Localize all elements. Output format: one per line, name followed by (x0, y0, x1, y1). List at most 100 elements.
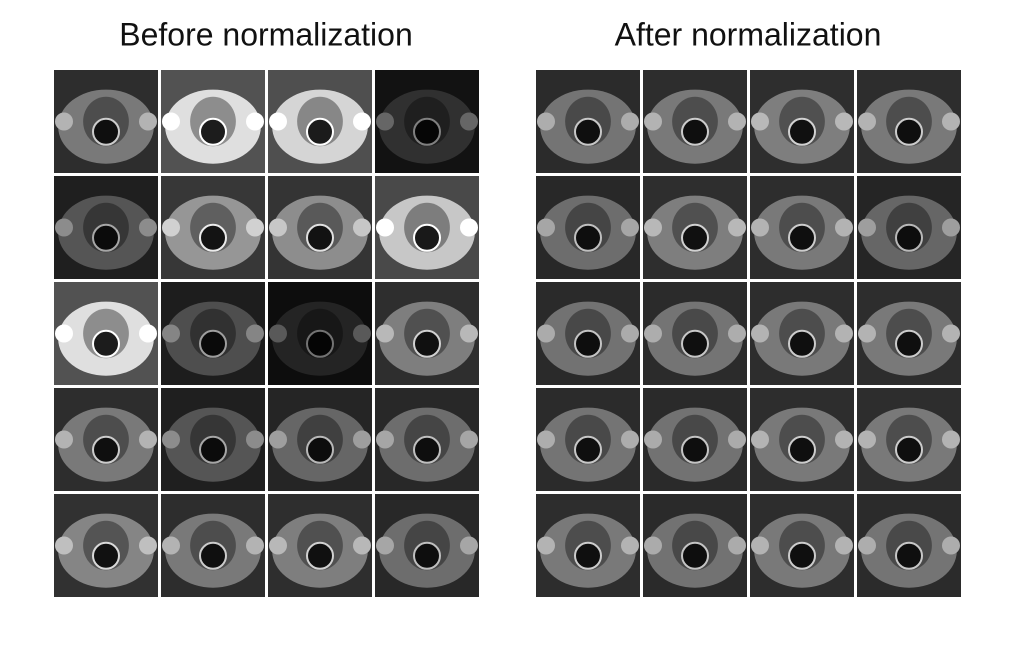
slice-organ (895, 223, 923, 252)
mri-slice (375, 282, 479, 385)
slice-organ (574, 541, 602, 570)
slice-organ (574, 329, 602, 358)
mri-slice (54, 282, 158, 385)
slice-organ (413, 541, 441, 570)
slice-femur (162, 430, 180, 449)
mri-slice (857, 70, 961, 173)
slice-femur (353, 112, 371, 131)
slice-femur (269, 324, 287, 343)
slice-femur (376, 430, 394, 449)
slice-organ (413, 329, 441, 358)
mri-slice (750, 388, 854, 491)
mri-slice (857, 282, 961, 385)
slice-femur (55, 218, 73, 237)
slice-femur (269, 218, 287, 237)
slice-organ (92, 223, 120, 252)
mri-slice (750, 70, 854, 173)
slice-femur (858, 112, 876, 131)
slice-organ (199, 329, 227, 358)
mri-slice (536, 282, 640, 385)
slice-organ (199, 117, 227, 146)
slice-organ (92, 435, 120, 464)
mri-slice (268, 494, 372, 597)
slice-femur (55, 536, 73, 555)
mri-slice (375, 494, 479, 597)
slice-organ (413, 117, 441, 146)
slice-femur (55, 324, 73, 343)
slice-femur (621, 430, 639, 449)
slice-femur (621, 536, 639, 555)
slice-femur (644, 218, 662, 237)
slice-femur (269, 112, 287, 131)
slice-femur (55, 112, 73, 131)
slice-organ (199, 435, 227, 464)
slice-organ (788, 223, 816, 252)
slice-organ (895, 541, 923, 570)
slice-femur (246, 218, 264, 237)
slice-femur (751, 218, 769, 237)
slice-organ (681, 329, 709, 358)
slice-femur (858, 536, 876, 555)
mri-slice (375, 388, 479, 491)
slice-femur (537, 430, 555, 449)
slice-organ (306, 329, 334, 358)
slice-femur (858, 324, 876, 343)
slice-femur (139, 112, 157, 131)
mri-slice (54, 494, 158, 597)
slice-femur (942, 218, 960, 237)
slice-femur (728, 112, 746, 131)
slice-organ (92, 541, 120, 570)
slice-femur (55, 430, 73, 449)
mri-slice (268, 282, 372, 385)
slice-femur (376, 218, 394, 237)
slice-femur (460, 324, 478, 343)
slice-femur (269, 430, 287, 449)
slice-organ (788, 541, 816, 570)
mri-slice (536, 176, 640, 279)
mri-slice (161, 494, 265, 597)
slice-femur (460, 536, 478, 555)
slice-organ (574, 117, 602, 146)
mri-slice (375, 70, 479, 173)
mri-slice (857, 388, 961, 491)
mri-slice (536, 388, 640, 491)
slice-femur (835, 536, 853, 555)
mri-slice (268, 176, 372, 279)
slice-organ (574, 435, 602, 464)
slice-organ (306, 223, 334, 252)
slice-femur (835, 112, 853, 131)
slice-organ (92, 329, 120, 358)
slice-femur (376, 324, 394, 343)
mri-slice (54, 388, 158, 491)
slice-femur (751, 430, 769, 449)
slice-femur (644, 536, 662, 555)
slice-femur (537, 324, 555, 343)
slice-femur (537, 536, 555, 555)
mri-slice (643, 176, 747, 279)
image-grid (536, 70, 961, 597)
slice-organ (199, 541, 227, 570)
slice-femur (139, 430, 157, 449)
mri-slice (643, 388, 747, 491)
slice-femur (460, 218, 478, 237)
slice-femur (942, 324, 960, 343)
slice-femur (376, 112, 394, 131)
slice-femur (644, 324, 662, 343)
slice-femur (139, 324, 157, 343)
panel-title: Before normalization (119, 16, 412, 52)
slice-femur (269, 536, 287, 555)
slice-organ (92, 117, 120, 146)
slice-femur (621, 112, 639, 131)
slice-femur (728, 218, 746, 237)
slice-femur (728, 324, 746, 343)
mri-slice (54, 176, 158, 279)
mri-slice (161, 70, 265, 173)
mri-slice (750, 176, 854, 279)
slice-femur (751, 324, 769, 343)
mri-slice (536, 70, 640, 173)
slice-femur (835, 218, 853, 237)
slice-femur (353, 324, 371, 343)
mri-slice (750, 494, 854, 597)
slice-femur (460, 430, 478, 449)
